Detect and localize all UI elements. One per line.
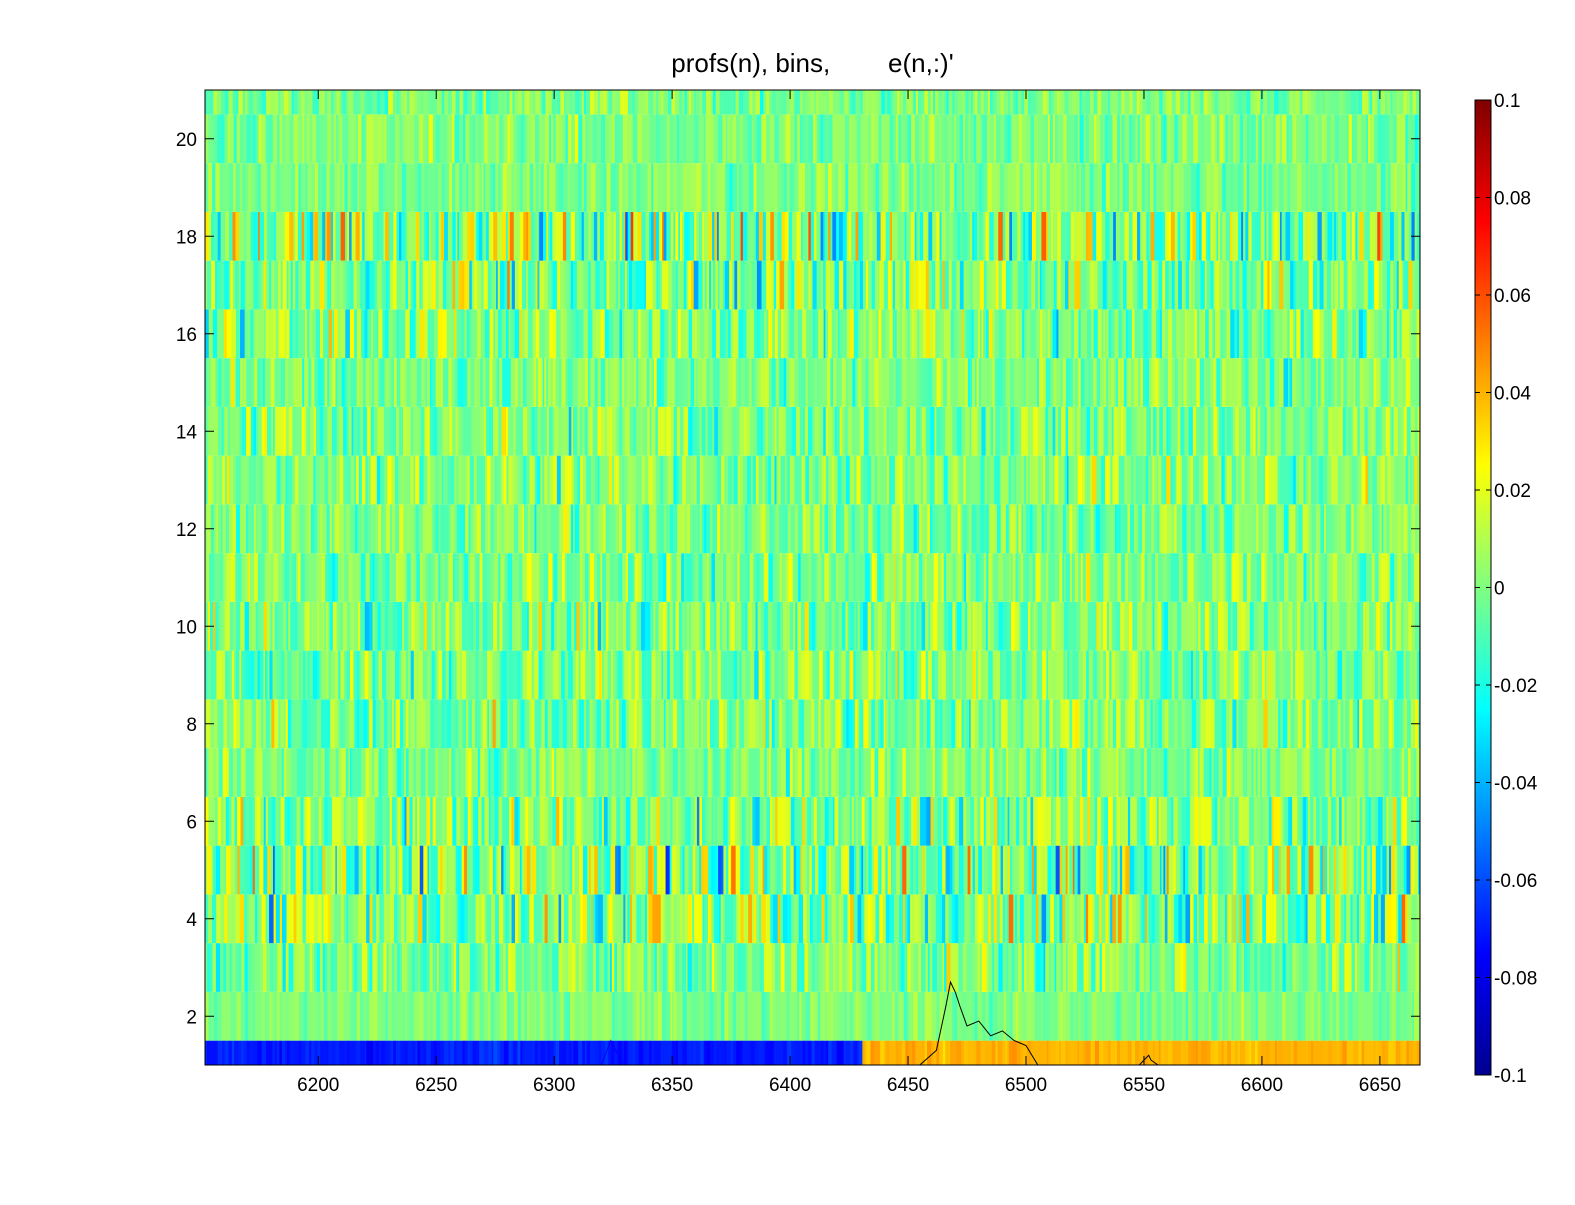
x-tick-label: 6600 — [1241, 1075, 1283, 1096]
y-tick-label: 18 — [176, 227, 197, 248]
heatmap-row — [205, 992, 1421, 1041]
y-tick-label: 4 — [186, 910, 197, 931]
chart-title: profs(n), bins, e(n,:)' — [0, 48, 1575, 79]
x-tick-label: 6550 — [1123, 1075, 1165, 1096]
heatmap-row — [205, 309, 1422, 358]
heatmap-row — [205, 748, 1423, 797]
heatmap-row — [205, 602, 1423, 651]
heatmap-cells — [205, 90, 1425, 1065]
heatmap-row — [205, 90, 1424, 114]
colorbar-tick-label: -0.02 — [1494, 676, 1537, 697]
colorbar: 0.1 0.08 0.06 0.04 0.02 0 -0.02 -0.04 -0.06 -0.08… — [1475, 91, 1538, 1087]
x-tick-label: 6500 — [1005, 1075, 1047, 1096]
heatmap-row — [205, 114, 1422, 163]
heatmap-row — [205, 846, 1422, 895]
y-tick-label: 8 — [186, 715, 197, 736]
heatmap-row — [205, 504, 1423, 553]
x-tick-label: 6350 — [651, 1075, 693, 1096]
colorbar-tick-label: 0.08 — [1494, 189, 1531, 210]
colorbar-tick-label: -0.06 — [1494, 871, 1537, 892]
heatmap-row — [205, 358, 1421, 407]
y-tick-label: 20 — [176, 130, 197, 151]
heatmap-row — [205, 651, 1421, 700]
colorbar-tick-label: 0.1 — [1494, 91, 1520, 112]
y-tick-label: 14 — [176, 422, 198, 443]
heatmap-row — [205, 797, 1424, 846]
x-tick-label: 6450 — [887, 1075, 929, 1096]
colorbar-tick-label: -0.1 — [1494, 1066, 1527, 1087]
heatmap-row — [205, 163, 1425, 212]
colorbar-tick-label: 0.06 — [1494, 286, 1531, 307]
colorbar-tick-label: 0.02 — [1494, 481, 1531, 502]
heatmap-row — [205, 261, 1424, 310]
x-tick-label: 6250 — [415, 1075, 457, 1096]
heatmap-row — [205, 407, 1423, 456]
x-tick-label: 6650 — [1359, 1075, 1401, 1096]
heatmap-row — [205, 1041, 1421, 1065]
heatmap-row — [205, 894, 1423, 943]
heatmap-row — [205, 699, 1423, 748]
y-tick-label: 16 — [176, 325, 197, 346]
heatmap-row — [205, 943, 1422, 992]
x-tick-label: 6400 — [769, 1075, 811, 1096]
colorbar-tick-label: -0.04 — [1494, 774, 1538, 795]
y-tick-label: 2 — [186, 1007, 197, 1028]
colorbar-tick-label: 0.04 — [1494, 384, 1531, 405]
heatmap-row — [205, 212, 1421, 261]
y-tick-label: 6 — [186, 812, 197, 833]
colorbar-tick-label: -0.08 — [1494, 969, 1537, 990]
x-tick-label: 6200 — [297, 1075, 339, 1096]
y-tick-label: 10 — [176, 617, 197, 638]
x-tick-label: 6300 — [533, 1075, 575, 1096]
y-tick-label: 12 — [176, 520, 197, 541]
colorbar-tick-label: 0 — [1494, 579, 1505, 600]
heatmap-row — [205, 553, 1422, 602]
heatmap-row — [205, 456, 1421, 505]
